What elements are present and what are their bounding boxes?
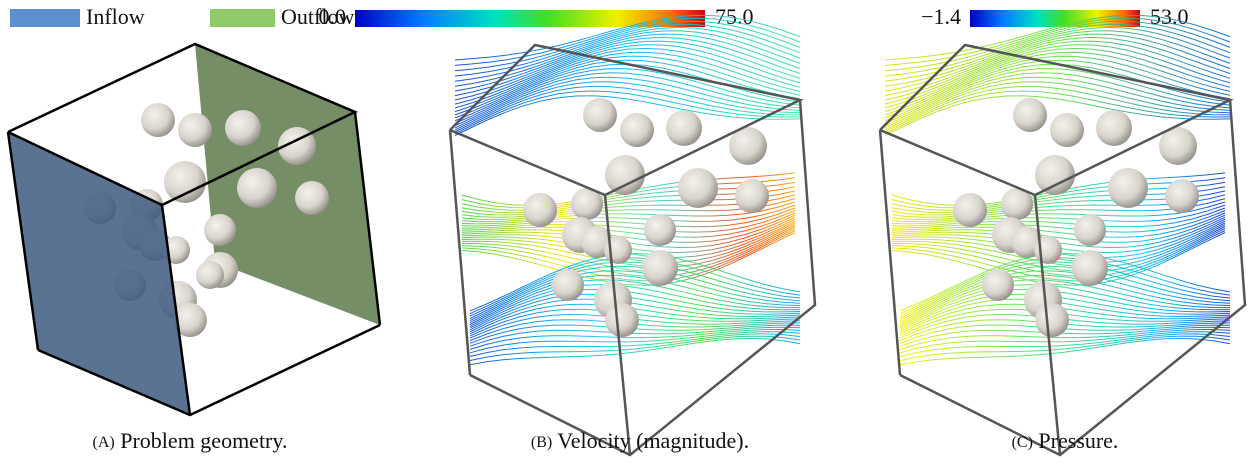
colorbar-min: −1.4: [921, 4, 961, 29]
legend-label: Inflow: [86, 4, 145, 29]
streamline: [900, 332, 1230, 353]
sphere: [523, 193, 557, 227]
sphere: [295, 181, 329, 215]
sphere: [1035, 303, 1069, 337]
sphere: [1165, 179, 1199, 213]
sphere: [1074, 214, 1106, 246]
sphere: [225, 110, 261, 146]
sphere: [678, 168, 718, 208]
sphere: [605, 155, 645, 195]
caption: (B) Velocity (magnitude).: [531, 428, 749, 453]
streamlines-b: [450, 15, 815, 455]
sphere: [196, 261, 224, 289]
sphere: [178, 113, 212, 147]
sphere: [164, 161, 206, 203]
sphere: [583, 98, 617, 132]
sphere: [237, 168, 277, 208]
sphere: [953, 193, 987, 227]
sphere: [666, 110, 702, 146]
streamline: [470, 338, 800, 364]
streamline: [900, 338, 1230, 364]
cube-edge: [450, 130, 470, 375]
sphere: [1035, 155, 1075, 195]
sphere: [620, 113, 654, 147]
sphere: [1096, 110, 1132, 146]
sphere: [644, 214, 676, 246]
colorbar-min: 0.0: [319, 4, 347, 29]
sphere: [552, 269, 584, 301]
sphere: [1072, 250, 1108, 286]
sphere: [1050, 113, 1084, 147]
sphere: [982, 269, 1014, 301]
sphere: [735, 179, 769, 213]
geometry-a: [8, 44, 380, 415]
legend-swatch: [10, 9, 80, 27]
caption: (A) Problem geometry.: [93, 428, 288, 453]
sphere: [141, 103, 175, 137]
legend-swatch: [210, 9, 275, 27]
sphere: [1013, 98, 1047, 132]
streamline: [470, 332, 800, 353]
figure: Inflow Outflow 0.0 75.0 −1.4 53.0 (A) Pr…: [0, 0, 1249, 469]
caption: (C) Pressure.: [1012, 428, 1119, 453]
sphere: [642, 250, 678, 286]
cube-edge: [880, 130, 900, 375]
sphere: [204, 214, 236, 246]
streamlines-c: [880, 15, 1245, 455]
sphere: [605, 303, 639, 337]
sphere: [1108, 168, 1148, 208]
